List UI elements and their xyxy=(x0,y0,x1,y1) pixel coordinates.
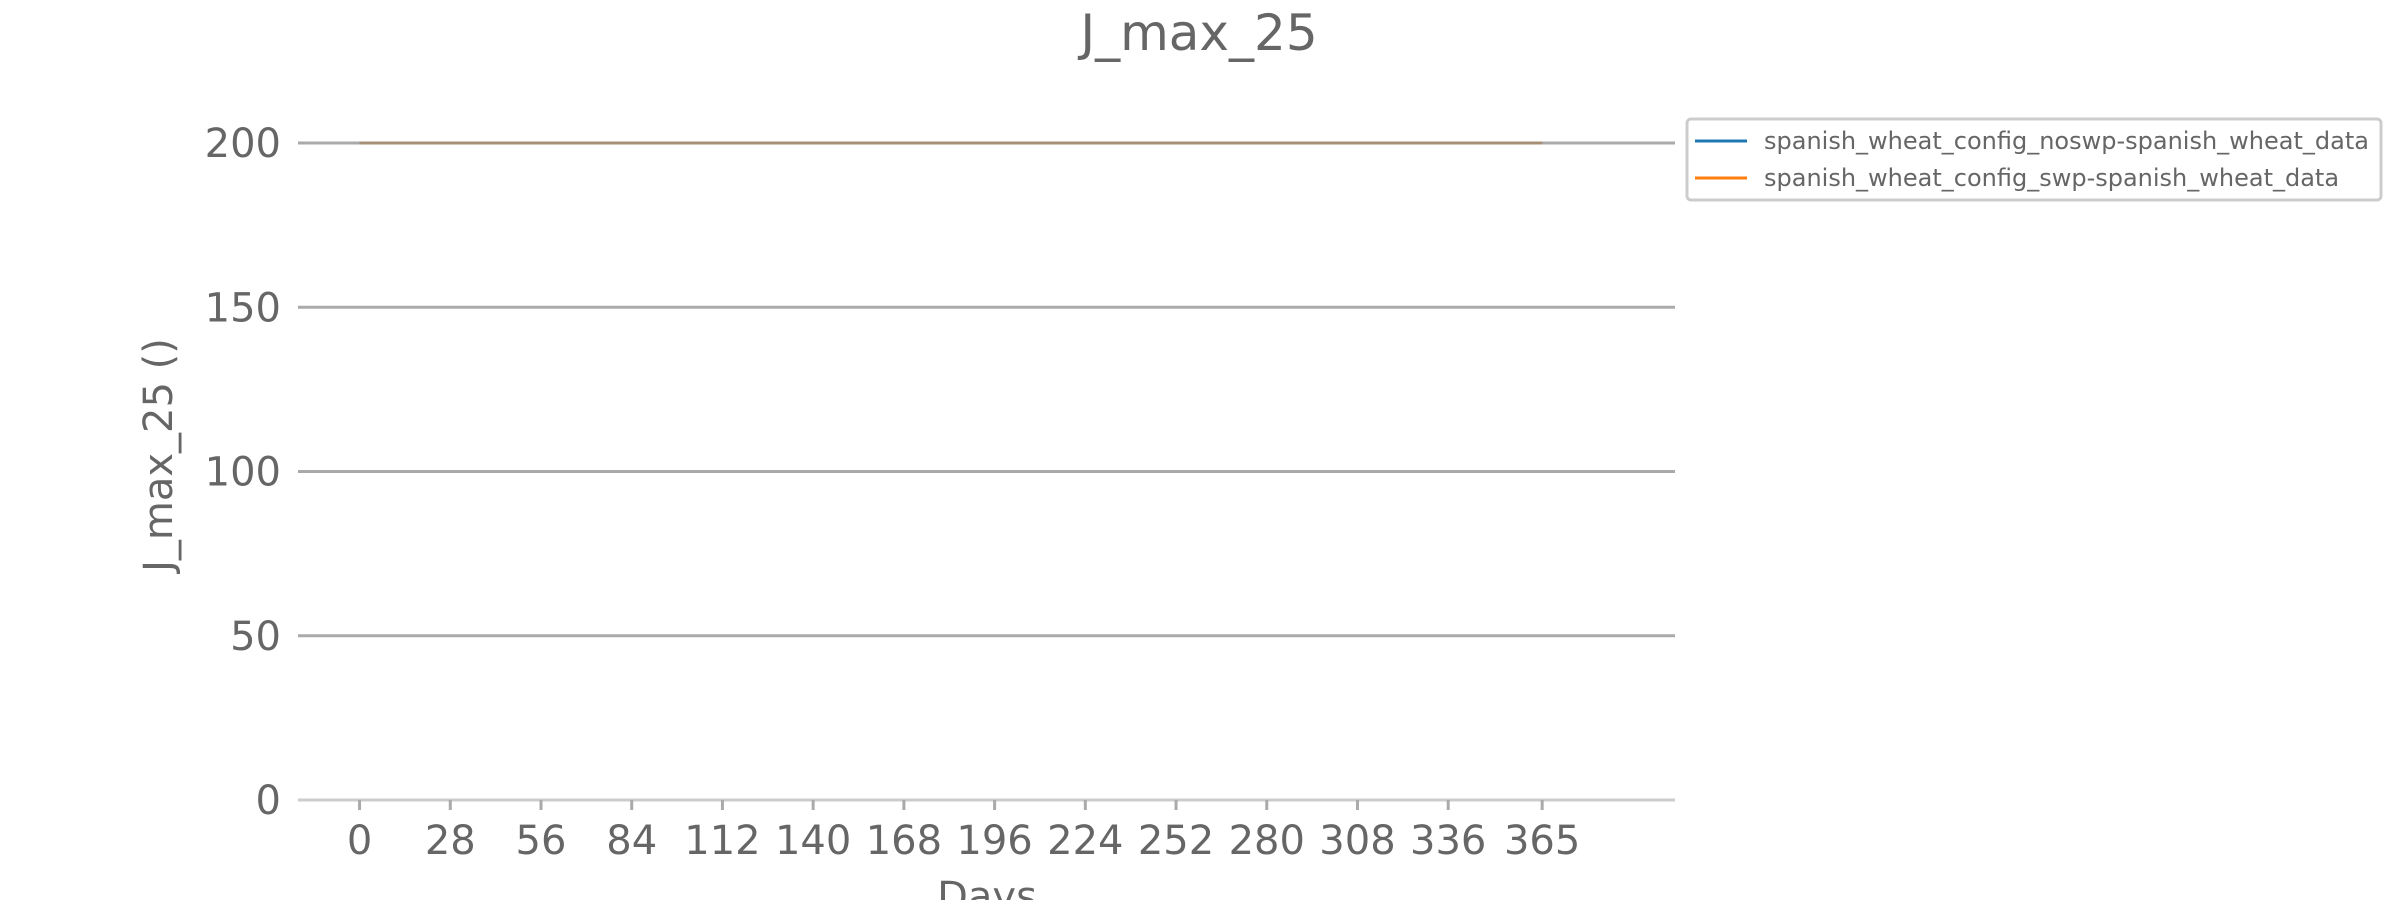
y-axis-label: J_max_25 () xyxy=(136,338,182,575)
x-tick-label: 56 xyxy=(516,818,567,864)
y-tick-label: 50 xyxy=(230,614,281,660)
y-axis-ticks: 0 50 100 150 200 xyxy=(205,121,281,824)
x-tick-label: 112 xyxy=(684,818,760,864)
y-tick-label: 0 xyxy=(256,778,281,824)
x-tick-label: 84 xyxy=(606,818,657,864)
y-tick-label: 150 xyxy=(205,285,281,331)
chart-title: J_max_25 xyxy=(1077,4,1317,62)
x-tick-label: 0 xyxy=(347,818,372,864)
x-tick-label: 28 xyxy=(425,818,476,864)
x-tick-label: 196 xyxy=(956,818,1032,864)
gridlines xyxy=(298,141,1675,802)
x-tick-label: 168 xyxy=(866,818,942,864)
y-tick-label: 100 xyxy=(205,450,281,496)
legend-frame xyxy=(1685,117,2383,202)
legend-label-2: spanish_wheat_config_swp-spanish_wheat_d… xyxy=(1764,164,2339,192)
y-tick-label: 200 xyxy=(205,121,281,167)
x-tick-label: 252 xyxy=(1138,818,1214,864)
x-tick-label: 308 xyxy=(1319,818,1395,864)
x-tick-label: 140 xyxy=(775,818,851,864)
x-axis-ticks: 0 28 56 84 112 140 168 196 224 252 280 308 336 365 xyxy=(347,800,1580,864)
x-tick-label: 365 xyxy=(1504,818,1580,864)
x-tick-label: 336 xyxy=(1410,818,1486,864)
legend-label-1: spanish_wheat_config_noswp-spanish_wheat… xyxy=(1764,127,2369,155)
legend: spanish_wheat_config_noswp-spanish_wheat… xyxy=(1685,117,2383,202)
x-tick-label: 280 xyxy=(1229,818,1305,864)
x-tick-label: 224 xyxy=(1047,818,1123,864)
x-axis-label: Days xyxy=(937,874,1037,900)
